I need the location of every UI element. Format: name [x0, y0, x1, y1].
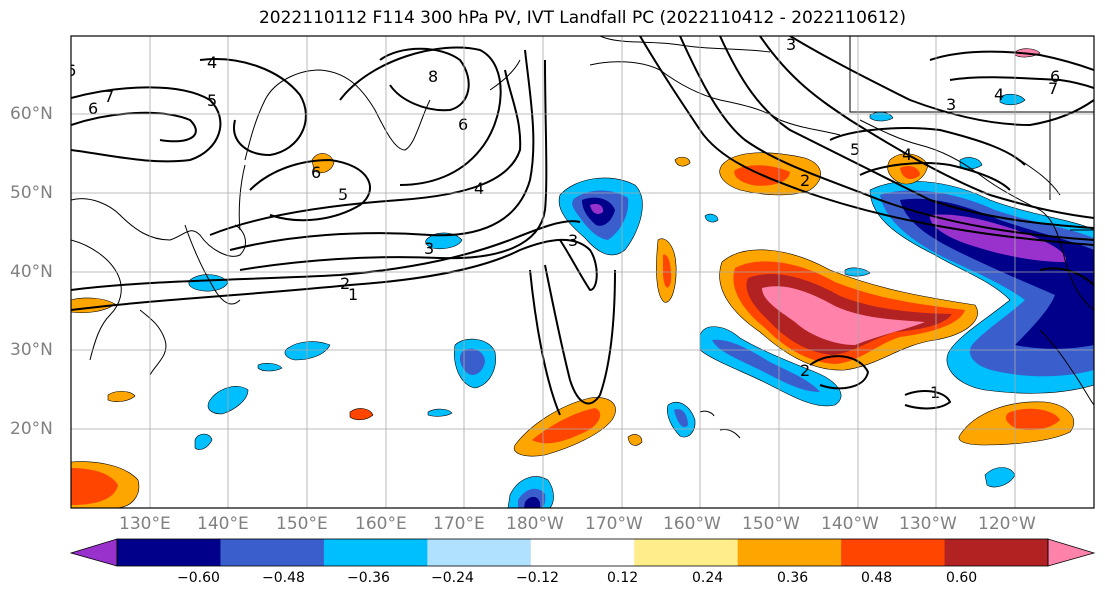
colorbar-tick: −0.12	[516, 570, 559, 586]
colorbar-segment	[323, 539, 428, 566]
colorbar-max-arrow	[1047, 538, 1096, 567]
colorbar-tick: 0.24	[692, 570, 724, 586]
lat-label: 50°N	[10, 183, 53, 203]
contour-label: 3	[786, 35, 796, 54]
colorbar-tick: −0.60	[177, 570, 220, 586]
lon-label: 130°W	[899, 514, 957, 534]
pv-contours	[71, 36, 1094, 416]
colorbar-segment	[220, 539, 325, 566]
contour-label: 7	[1048, 79, 1058, 98]
contour-label: 5	[207, 91, 217, 110]
colorbar-tick: 0.12	[607, 570, 639, 586]
lon-label: 130°E	[119, 514, 171, 534]
colorbar-segment	[944, 539, 1049, 566]
contour-label: 2	[800, 171, 810, 190]
lon-label: 150°W	[742, 514, 800, 534]
contour-label: 6	[458, 115, 468, 134]
graticule	[71, 36, 1094, 508]
colorbar-segment	[427, 539, 532, 566]
colorbar-tick: 0.48	[861, 570, 893, 586]
lat-label: 20°N	[10, 419, 53, 439]
contour-label: 4	[902, 145, 912, 164]
lon-label: 160°E	[355, 514, 407, 534]
lon-label: 120°W	[978, 514, 1036, 534]
lat-label: 30°N	[10, 340, 53, 360]
contour-label: 1	[348, 285, 358, 304]
colorbar-tick: −0.24	[431, 570, 474, 586]
contour-label: 4	[474, 179, 484, 198]
contour-labels: 6 7 4 5 8 6 6 5 4 3 2 1 3 3 2 3 4 5 6 7 …	[66, 35, 1060, 402]
lat-label: 60°N	[10, 104, 53, 124]
contour-label: 2	[340, 274, 350, 293]
colorbar-segment	[117, 539, 221, 566]
contour-label: 6	[88, 99, 98, 118]
contour-label: 3	[946, 95, 956, 114]
lat-label: 40°N	[10, 262, 53, 282]
contour-label: 4	[994, 85, 1004, 104]
colorbar-tick: −0.48	[262, 570, 305, 586]
contour-label: 3	[424, 239, 434, 258]
lon-label: 140°E	[197, 514, 249, 534]
lon-label: 170°W	[585, 514, 643, 534]
map-frame	[70, 35, 1095, 509]
lon-label: 180°W	[506, 514, 564, 534]
lon-label: 160°W	[663, 514, 721, 534]
colorbar-segment	[530, 539, 635, 566]
contour-label: 8	[428, 67, 438, 86]
contour-label: 3	[568, 231, 578, 250]
colorbar-tick: 0.60	[946, 570, 978, 586]
contour-label: 7	[104, 87, 114, 106]
contour-label: 2	[800, 361, 810, 380]
contour-label: 5	[850, 140, 860, 159]
colorbar-tick: −0.36	[347, 570, 390, 586]
colorbar-segment	[841, 539, 946, 566]
lon-label: 170°E	[433, 514, 485, 534]
lon-label: 140°W	[821, 514, 879, 534]
contour-label: 1	[930, 383, 940, 402]
lon-label: 150°E	[276, 514, 328, 534]
colorbar-tick: 0.36	[777, 570, 809, 586]
contour-label: 4	[207, 53, 217, 72]
contour-label: 5	[338, 185, 348, 204]
colorbar-segment	[634, 539, 739, 566]
coastlines	[71, 36, 1094, 439]
colorbar-min-arrow	[69, 538, 118, 567]
figure-title: 2022110112 F114 300 hPa PV, IVT Landfall…	[258, 8, 906, 28]
contour-label: 6	[311, 163, 321, 182]
colorbar-segment	[737, 539, 842, 566]
contour-label: 6	[66, 61, 76, 80]
contour-label: 6	[1050, 67, 1060, 86]
